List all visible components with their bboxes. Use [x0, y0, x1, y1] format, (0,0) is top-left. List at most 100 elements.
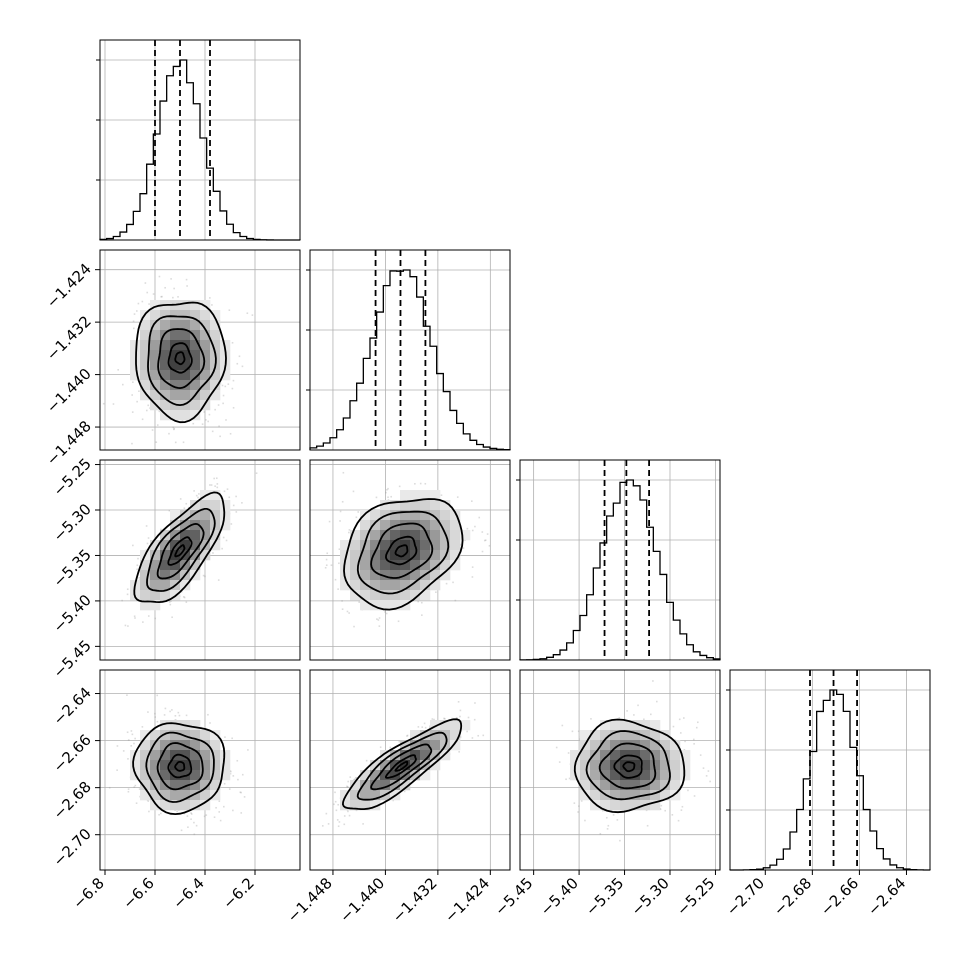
scatter-point — [108, 786, 111, 789]
contour-level-4 — [385, 535, 418, 566]
scatter-point — [346, 785, 348, 788]
scatter-point — [228, 788, 231, 790]
scatter-point — [224, 385, 227, 388]
scatter-point — [338, 562, 340, 565]
density-panel-1-3 — [99, 459, 301, 661]
density-cell — [420, 580, 431, 591]
density-cell — [370, 790, 381, 801]
scatter-point — [470, 500, 473, 502]
axes-frame — [99, 669, 301, 871]
scatter-point — [599, 832, 602, 835]
density-cell — [140, 340, 151, 351]
density-cell — [160, 730, 171, 741]
density-cell — [420, 550, 431, 561]
scatter-point — [195, 824, 198, 827]
density-cell — [180, 750, 191, 761]
scatter-point — [471, 737, 474, 739]
scatter-point — [222, 402, 224, 405]
density-cell — [610, 790, 621, 801]
density-cell — [190, 300, 201, 311]
density-cell — [190, 720, 201, 731]
x-tick-label: −6.2 — [219, 874, 257, 912]
histogram-panel-3 — [516, 459, 721, 661]
scatter-point — [384, 611, 386, 613]
density-cell — [150, 740, 161, 751]
density-cell — [440, 540, 451, 551]
density-cell — [650, 730, 661, 741]
scatter-point — [349, 776, 352, 778]
scatter-point — [152, 293, 155, 295]
scatter-point — [160, 295, 162, 298]
density-cell — [140, 390, 151, 401]
density-cell — [140, 350, 151, 361]
density-cell — [140, 570, 151, 581]
density-cell — [150, 390, 161, 401]
scatter-point — [255, 472, 258, 474]
density-cell — [380, 760, 391, 771]
density-cell — [410, 520, 421, 531]
scatter-point — [348, 531, 350, 534]
density-cell — [450, 720, 461, 731]
scatter-point — [205, 419, 207, 421]
density-cell — [400, 590, 411, 601]
x-tick-label: −2.64 — [864, 874, 909, 919]
scatter-point — [241, 773, 244, 776]
scatter-point — [672, 725, 675, 728]
contour-level-4 — [167, 342, 193, 374]
density-cell — [430, 490, 441, 501]
density-cell — [400, 740, 411, 751]
density-cell — [670, 760, 681, 771]
density-cell — [610, 800, 621, 811]
scatter-point — [683, 748, 686, 751]
scatter-point — [626, 710, 628, 712]
scatter-point — [177, 711, 180, 714]
x-tick-label: −1.424 — [441, 874, 493, 926]
scatter-point — [341, 600, 343, 602]
scatter-point — [132, 320, 135, 323]
scatter-point — [147, 711, 149, 713]
density-cell — [590, 800, 601, 811]
scatter-point — [212, 552, 214, 554]
y-tick-label: −2.68 — [50, 778, 95, 823]
density-panel-3-4 — [519, 669, 721, 871]
density-cell — [140, 580, 151, 591]
scatter-point — [481, 550, 484, 553]
density-cell — [640, 750, 651, 761]
scatter-point — [618, 717, 621, 719]
scatter-point — [695, 726, 698, 729]
scatter-point — [459, 709, 462, 712]
density-cell — [150, 750, 161, 761]
density-cell — [400, 490, 411, 501]
scatter-point — [160, 812, 162, 815]
density-cell — [430, 570, 441, 581]
y-tick-label: −5.30 — [50, 500, 95, 545]
density-cell — [160, 560, 171, 571]
scatter-point — [222, 394, 225, 397]
scatter-point — [176, 810, 178, 813]
density-cell — [150, 580, 161, 591]
scatter-point — [133, 313, 136, 315]
density-cell — [360, 600, 371, 611]
scatter-point — [692, 738, 695, 741]
scatter-point — [445, 582, 448, 585]
scatter-point — [356, 777, 358, 779]
density-cell — [140, 320, 151, 331]
scatter-point — [158, 410, 161, 413]
scatter-point — [459, 736, 462, 739]
density-cell — [200, 740, 211, 751]
density-cell — [360, 590, 371, 601]
density-cell — [670, 790, 681, 801]
scatter-point — [378, 625, 381, 627]
density-cell — [200, 510, 211, 521]
density-cell — [190, 730, 201, 741]
scatter-point — [346, 785, 349, 788]
density-cell — [210, 390, 221, 401]
density-cell — [400, 520, 411, 531]
density-cell — [360, 800, 371, 811]
scatter-point — [567, 752, 570, 754]
scatter-point — [126, 588, 129, 591]
scatter-point — [337, 825, 340, 828]
density-cell — [460, 530, 471, 541]
scatter-point — [325, 564, 328, 567]
